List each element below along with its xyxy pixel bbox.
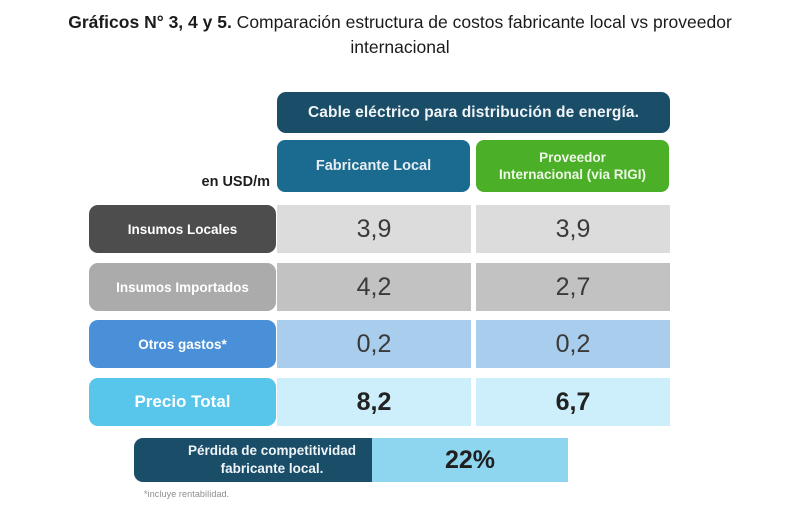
table-cell: 8,2 [277,378,471,426]
footer-label-line1: Pérdida de competitividad [187,443,357,459]
footer-label-line2: fabricante local. [220,461,324,476]
footer-label-perdida-competitividad: Pérdida de competitividad fabricante loc… [134,438,372,482]
page-title-text: Gráficos N° 3, 4 y 5. Comparación estruc… [30,10,770,61]
table-cell: 3,9 [277,205,471,253]
column-header-line1: Proveedor [539,149,606,165]
product-header: Cable eléctrico para distribución de ene… [277,92,670,133]
units-caption: en USD/m [201,174,271,190]
column-header-fabricante-local: Fabricante Local [277,140,470,192]
column-header-proveedor-internacional: Proveedor Internacional (via RIGI) [476,140,669,192]
column-header-line2: Internacional (via RIGI) [498,167,647,182]
row-label-insumos-importados: Insumos Importados [89,263,276,311]
row-label-otros-gastos: Otros gastos* [89,320,276,368]
table-cell: 0,2 [277,320,471,368]
row-label-insumos-locales: Insumos Locales [89,205,276,253]
table-cell: 0,2 [476,320,670,368]
page-title-rest: Comparación estructura de costos fabrica… [231,12,732,58]
row-label-precio-total: Precio Total [89,378,276,426]
table-cell: 2,7 [476,263,670,311]
footer-value-percentage: 22% [372,438,568,482]
table-cell: 6,7 [476,378,670,426]
footnote: *incluye rentabilidad. [144,489,230,499]
page-title: Gráficos N° 3, 4 y 5. Comparación estruc… [0,10,800,61]
table-cell: 4,2 [277,263,471,311]
table-cell: 3,9 [476,205,670,253]
page-title-lead: Gráficos N° 3, 4 y 5. [68,12,232,32]
